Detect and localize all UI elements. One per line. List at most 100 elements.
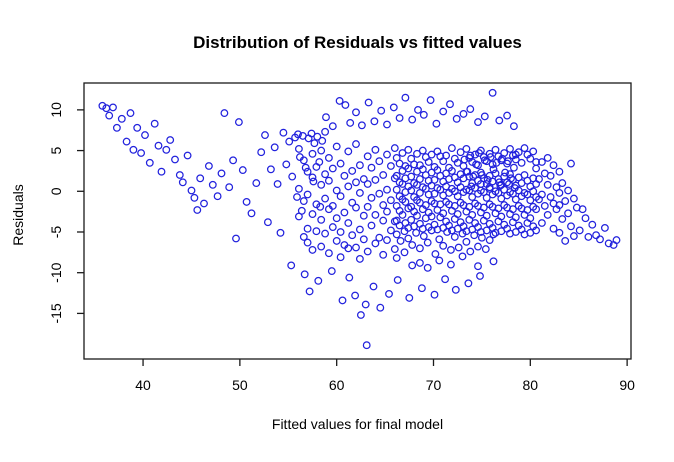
data-point [426,96,435,105]
data-point [413,211,421,220]
data-point [364,98,373,107]
data-point [352,140,360,149]
data-point [459,109,468,118]
data-point [232,234,240,243]
data-point [427,212,436,221]
data-point [555,201,564,210]
data-point [379,201,388,210]
data-point [301,163,310,172]
data-point [407,186,416,195]
data-point [157,167,166,176]
data-point [398,210,407,219]
data-point [462,237,471,246]
data-point [393,276,402,284]
data-point [379,216,388,225]
data-point [351,291,360,300]
data-point [324,176,333,185]
data-point [423,238,432,247]
x-tick-label: 90 [619,377,635,393]
data-point [414,105,422,114]
data-point [370,117,379,126]
data-point [178,178,187,187]
data-point [363,180,372,188]
data-point [299,232,308,241]
data-point [569,194,578,203]
data-point [312,200,321,209]
data-point [435,235,444,244]
data-point [303,190,312,199]
data-point [462,144,471,153]
data-point [517,158,526,167]
data-point [404,145,413,154]
data-point [383,120,391,129]
data-point [612,236,621,245]
data-point [497,212,506,221]
data-point [332,186,341,195]
data-point [321,170,330,179]
data-point [510,184,519,192]
x-tick-label: 80 [523,377,539,393]
data-point [475,149,483,157]
data-point [324,249,333,258]
data-point [439,241,448,250]
data-point [324,153,333,162]
data-point [193,206,202,214]
data-point [200,199,208,208]
data-point [485,149,494,158]
data-point [474,262,482,271]
data-point [109,103,117,112]
data-point [505,180,513,188]
data-point [543,210,552,219]
data-point [287,261,296,270]
y-tick-label: -5 [48,226,64,239]
data-point [476,180,485,188]
data-point [558,179,567,188]
data-point [282,160,291,169]
data-point [112,123,121,132]
data-point [575,226,584,235]
x-axis-label: Fitted values for final model [271,416,444,432]
data-point [463,167,472,176]
data-point [480,112,489,121]
data-point [427,150,436,159]
data-point [317,146,326,155]
data-point [363,202,372,211]
data-point [472,160,481,169]
data-point [312,227,321,236]
data-point [410,160,419,169]
data-point [383,185,391,194]
data-point [392,254,401,262]
data-point [336,253,345,262]
data-point [217,169,226,178]
data-point [450,232,459,241]
data-point [332,214,341,223]
data-point [190,193,199,202]
data-point [355,161,364,170]
data-point [344,147,353,156]
data-point [390,144,399,153]
data-point [346,118,355,127]
data-point [328,164,337,173]
data-point [308,149,317,158]
x-tick-label: 40 [135,377,151,393]
data-point [183,151,192,160]
data-point [187,186,196,195]
data-point [344,182,353,191]
data-point [509,163,518,172]
data-point [511,155,520,164]
data-point [424,190,433,199]
data-point [446,245,455,254]
data-point [122,137,131,146]
y-tick-label: 10 [48,102,64,118]
data-point [564,209,573,218]
data-point [336,228,345,236]
data-point [355,254,364,263]
data-point [299,197,308,206]
data-point [375,189,384,198]
data-point [567,159,575,168]
data-point [141,131,149,140]
data-point [567,222,575,231]
data-point [442,151,451,160]
data-point [532,164,541,173]
data-point [285,137,294,146]
